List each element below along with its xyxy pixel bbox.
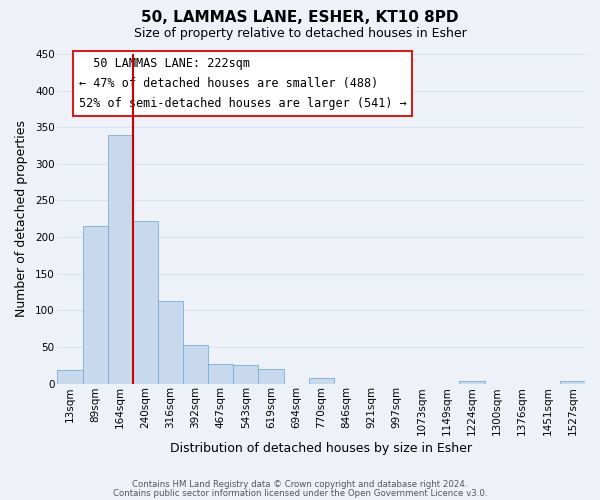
Text: 50, LAMMAS LANE, ESHER, KT10 8PD: 50, LAMMAS LANE, ESHER, KT10 8PD <box>141 10 459 25</box>
Bar <box>83 226 108 384</box>
Text: 50 LAMMAS LANE: 222sqm
← 47% of detached houses are smaller (488)
52% of semi-de: 50 LAMMAS LANE: 222sqm ← 47% of detached… <box>79 58 406 110</box>
Y-axis label: Number of detached properties: Number of detached properties <box>15 120 28 318</box>
Bar <box>208 364 233 384</box>
Bar <box>158 301 183 384</box>
Bar <box>58 370 83 384</box>
Text: Contains HM Land Registry data © Crown copyright and database right 2024.: Contains HM Land Registry data © Crown c… <box>132 480 468 489</box>
Bar <box>259 369 284 384</box>
Bar <box>560 382 585 384</box>
Bar <box>133 221 158 384</box>
Bar <box>233 365 259 384</box>
Text: Contains public sector information licensed under the Open Government Licence v3: Contains public sector information licen… <box>113 489 487 498</box>
Bar <box>308 378 334 384</box>
Text: Size of property relative to detached houses in Esher: Size of property relative to detached ho… <box>134 28 466 40</box>
Bar <box>183 344 208 384</box>
Bar <box>108 134 133 384</box>
X-axis label: Distribution of detached houses by size in Esher: Distribution of detached houses by size … <box>170 442 472 455</box>
Bar <box>460 382 485 384</box>
